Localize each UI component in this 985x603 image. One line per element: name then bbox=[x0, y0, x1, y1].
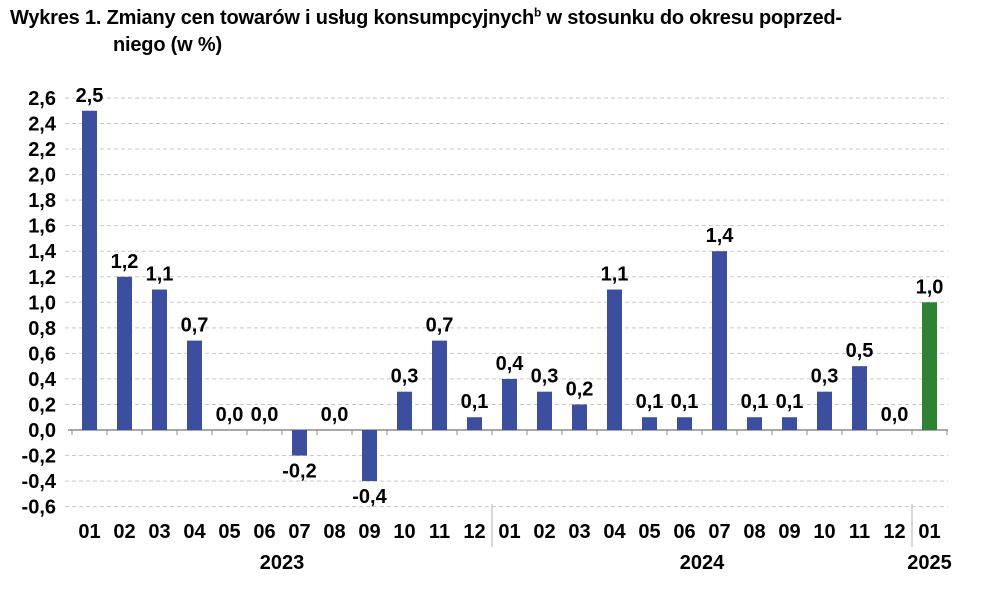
value-label: 0,0 bbox=[881, 404, 909, 426]
y-axis-label: 1,4 bbox=[28, 241, 57, 263]
value-label: 0,0 bbox=[216, 404, 244, 426]
value-label: 0,4 bbox=[496, 353, 525, 375]
month-label: 07 bbox=[708, 521, 730, 543]
value-label: 0,5 bbox=[846, 340, 874, 362]
bar-2024-01 bbox=[502, 378, 517, 430]
year-label: 2025 bbox=[907, 552, 952, 574]
value-label: 0,1 bbox=[636, 391, 664, 413]
month-label: 03 bbox=[148, 521, 170, 543]
month-label: 01 bbox=[918, 521, 940, 543]
y-axis-label: 1,2 bbox=[28, 267, 56, 289]
month-label: 03 bbox=[568, 521, 590, 543]
value-label: 0,3 bbox=[811, 366, 839, 388]
value-label: 1,4 bbox=[706, 225, 735, 247]
value-label: 0,0 bbox=[321, 404, 349, 426]
y-axis-label: 2,6 bbox=[28, 88, 56, 110]
month-label: 09 bbox=[358, 521, 380, 543]
y-axis-label: 0,2 bbox=[28, 394, 56, 416]
y-axis-label: -0,4 bbox=[22, 471, 57, 493]
y-axis-label: 0,8 bbox=[28, 318, 56, 340]
bar-2023-02 bbox=[117, 276, 132, 430]
y-axis-label: 1,8 bbox=[28, 190, 56, 212]
month-label: 01 bbox=[498, 521, 520, 543]
month-label: 04 bbox=[603, 521, 626, 543]
month-label: 01 bbox=[78, 521, 100, 543]
bar-2023-04 bbox=[187, 340, 202, 430]
month-label: 10 bbox=[393, 521, 415, 543]
value-label: 0,1 bbox=[461, 391, 489, 413]
bar-2023-01 bbox=[82, 110, 97, 430]
month-label: 02 bbox=[533, 521, 555, 543]
bar-2024-11 bbox=[852, 366, 867, 430]
bar-2024-03 bbox=[572, 404, 587, 430]
month-label: 12 bbox=[463, 521, 485, 543]
bar-2024-04 bbox=[607, 289, 622, 430]
y-axis-label: 2,0 bbox=[28, 165, 56, 187]
value-label: 0,1 bbox=[671, 391, 699, 413]
bar-2023-12 bbox=[467, 417, 482, 430]
value-label: -0,4 bbox=[352, 486, 387, 508]
month-label: 04 bbox=[183, 521, 206, 543]
y-axis-label: 0,0 bbox=[28, 420, 56, 442]
value-label: 1,1 bbox=[601, 264, 629, 286]
bar-2024-06 bbox=[677, 417, 692, 430]
value-label: 0,1 bbox=[776, 391, 804, 413]
month-label: 05 bbox=[638, 521, 660, 543]
month-label: 06 bbox=[253, 521, 275, 543]
y-axis-label: -0,2 bbox=[22, 446, 56, 468]
value-label: -0,2 bbox=[282, 461, 316, 483]
year-label: 2023 bbox=[260, 552, 305, 574]
month-label: 11 bbox=[849, 521, 870, 543]
y-axis-label: 0,6 bbox=[28, 343, 56, 365]
bar-2024-08 bbox=[747, 417, 762, 430]
bar-2023-07 bbox=[292, 430, 307, 456]
month-label: 11 bbox=[429, 521, 450, 543]
month-label: 08 bbox=[743, 521, 765, 543]
bar-2025-01 bbox=[922, 302, 937, 430]
chart-title: Wykres 1. Zmiany cen towarów i usług kon… bbox=[10, 5, 980, 59]
y-axis-label: 2,2 bbox=[28, 139, 56, 161]
y-axis-label: 1,0 bbox=[28, 292, 56, 314]
value-label: 0,0 bbox=[251, 404, 279, 426]
value-label: 1,2 bbox=[111, 251, 139, 273]
month-label: 10 bbox=[813, 521, 835, 543]
chart-title-line2: niego (w %) bbox=[113, 34, 222, 56]
month-label: 06 bbox=[673, 521, 695, 543]
value-label: 0,7 bbox=[181, 315, 209, 337]
y-axis-label: 2,4 bbox=[28, 114, 57, 136]
month-label: 09 bbox=[778, 521, 800, 543]
title-superscript: b bbox=[534, 5, 542, 20]
bar-2023-10 bbox=[397, 391, 412, 430]
value-label: 1,1 bbox=[146, 264, 174, 286]
y-axis-label: -0,6 bbox=[22, 497, 56, 519]
month-label: 05 bbox=[218, 521, 240, 543]
value-label: 0,3 bbox=[391, 366, 419, 388]
y-axis-label: 1,6 bbox=[28, 216, 56, 238]
bar-2024-09 bbox=[782, 417, 797, 430]
month-label: 12 bbox=[883, 521, 905, 543]
bar-2024-10 bbox=[817, 391, 832, 430]
value-label: 0,2 bbox=[566, 378, 594, 400]
y-axis-label: 0,4 bbox=[28, 369, 57, 391]
value-label: 2,5 bbox=[76, 85, 104, 107]
month-label: 08 bbox=[323, 521, 345, 543]
bar-2024-07 bbox=[712, 251, 727, 430]
year-label: 2024 bbox=[680, 552, 725, 574]
value-label: 0,7 bbox=[426, 315, 454, 337]
bar-2023-09 bbox=[362, 430, 377, 482]
value-label: 0,1 bbox=[741, 391, 769, 413]
bar-2024-02 bbox=[537, 391, 552, 430]
bar-2024-05 bbox=[642, 417, 657, 430]
bar-2023-03 bbox=[152, 289, 167, 430]
bar-2023-11 bbox=[432, 340, 447, 430]
value-label: 0,3 bbox=[531, 366, 559, 388]
value-label: 1,0 bbox=[916, 276, 944, 298]
month-label: 07 bbox=[288, 521, 310, 543]
chart-title-line1: Wykres 1. Zmiany cen towarów i usług kon… bbox=[10, 5, 842, 29]
month-label: 02 bbox=[113, 521, 135, 543]
